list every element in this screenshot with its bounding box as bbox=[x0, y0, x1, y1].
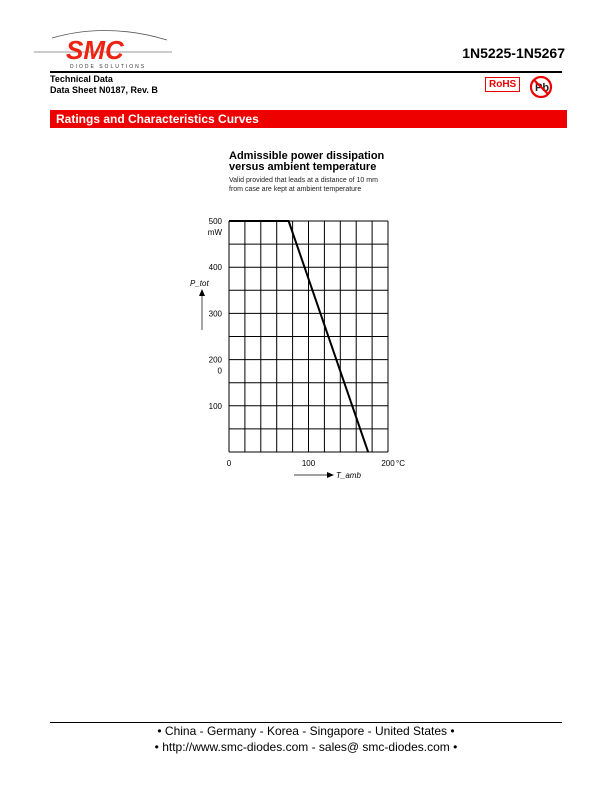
rohs-badge: RoHS bbox=[485, 77, 521, 92]
derating-curve bbox=[229, 220, 370, 453]
y-axis-arrowhead bbox=[199, 289, 205, 296]
part-range: 1N5225-1N5267 bbox=[462, 45, 565, 61]
footer-locations: • China - Germany - Korea - Singapore - … bbox=[157, 724, 455, 738]
logo-tagline: DIODE SOLUTIONS bbox=[70, 64, 146, 70]
x-axis-arrowhead bbox=[327, 472, 334, 478]
x-tick-label: 200 bbox=[381, 459, 395, 468]
chart-subtitle: Valid provided that leads at a distance … bbox=[229, 177, 378, 193]
doc-line-1: Technical Data bbox=[50, 74, 113, 84]
y-tick-label: 400 bbox=[209, 263, 223, 272]
doc-info: Technical Data Data Sheet N0187, Rev. B bbox=[50, 74, 158, 96]
section-title: Ratings and Characteristics Curves bbox=[50, 110, 567, 128]
header-divider bbox=[50, 71, 562, 73]
doc-line-2: Data Sheet N0187, Rev. B bbox=[50, 85, 158, 95]
x-tick-label: 0 bbox=[227, 459, 232, 468]
x-tick-label: 100 bbox=[302, 459, 316, 468]
y-unit-label: mW bbox=[208, 228, 223, 237]
logo-text: SMC bbox=[66, 35, 125, 65]
y-tick-label: 300 bbox=[209, 309, 223, 318]
y-tick-label: 100 bbox=[209, 402, 223, 411]
x-unit-label: °C bbox=[396, 459, 405, 468]
y-axis-label: P_tot bbox=[190, 279, 209, 288]
y-tick-label: 500 bbox=[209, 217, 223, 226]
x-axis-label: T_amb bbox=[336, 471, 361, 480]
y-tick-label: 200 bbox=[209, 356, 223, 365]
smc-logo: SMC DIODE SOLUTIONS bbox=[34, 30, 172, 70]
y-extra-label: 0 bbox=[218, 367, 223, 376]
footer-divider bbox=[50, 722, 562, 723]
footer-contact[interactable]: • http://www.smc-diodes.com - sales@ smc… bbox=[154, 740, 458, 754]
chart-title: Admissible power dissipation versus ambie… bbox=[229, 150, 385, 173]
pb-free-icon: Pb bbox=[529, 75, 553, 99]
